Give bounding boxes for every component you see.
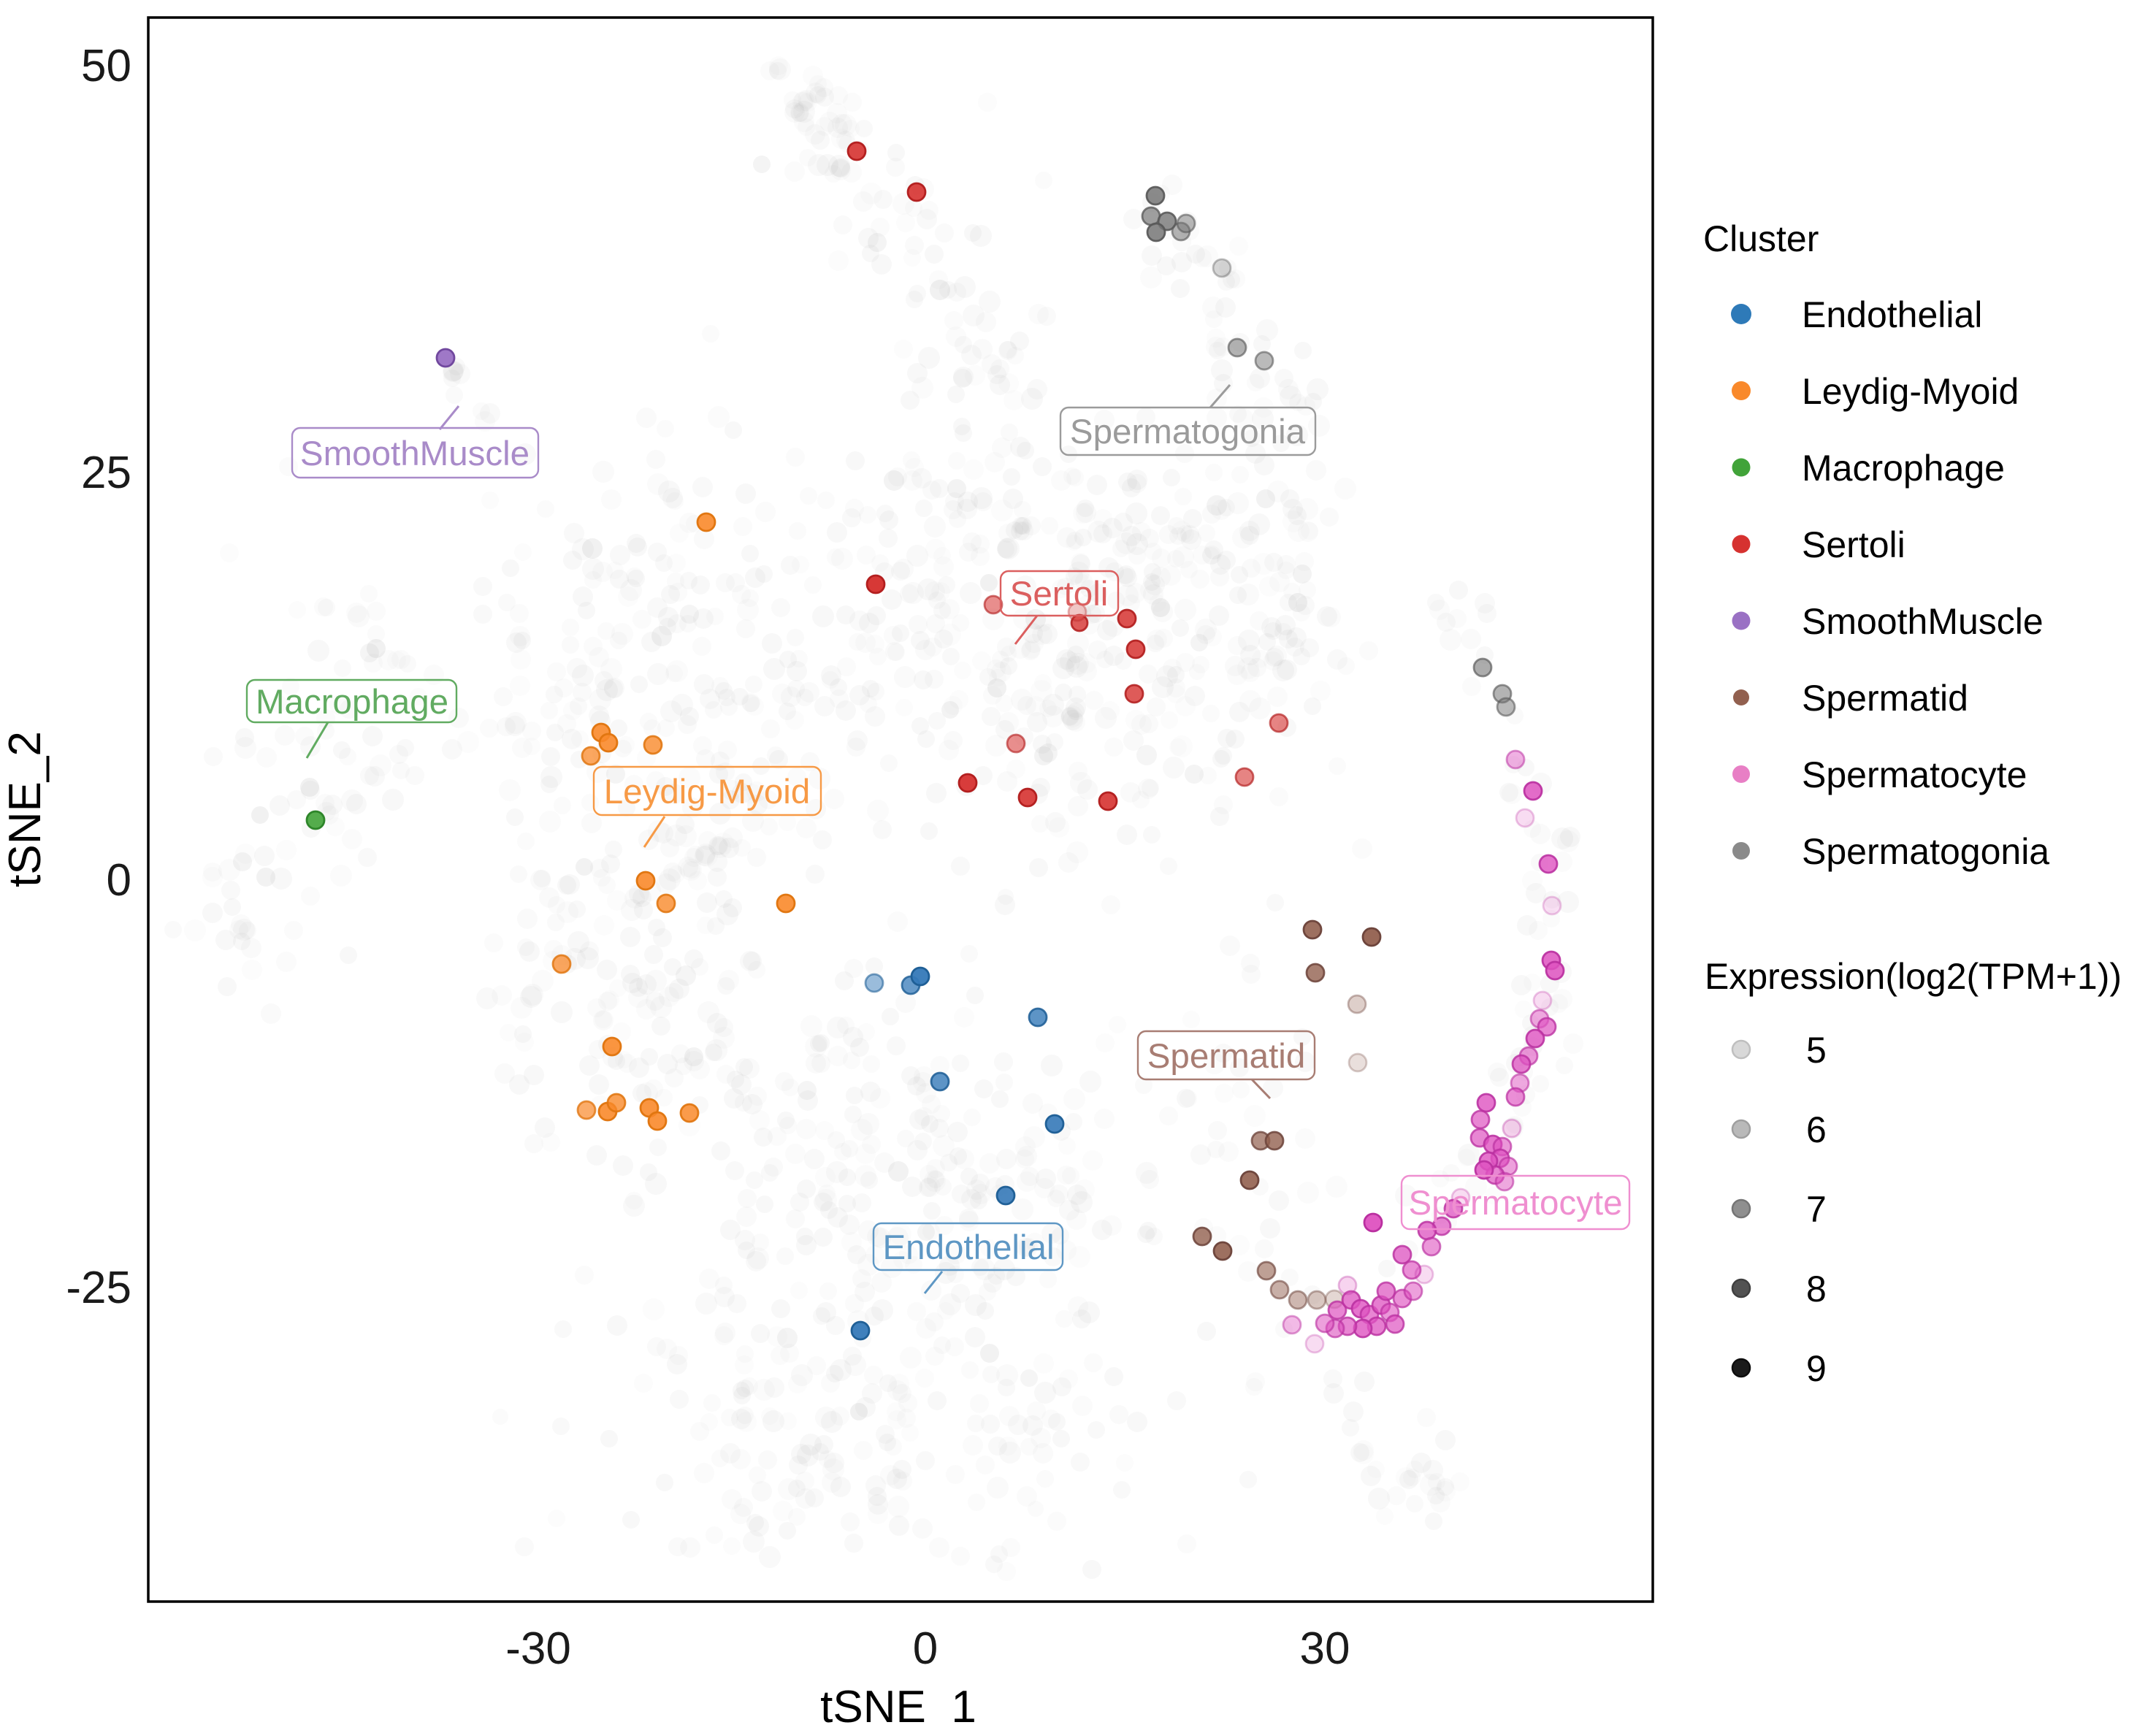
svg-text:Endothelial: Endothelial [1802,294,1982,335]
svg-text:SmoothMuscle: SmoothMuscle [1802,601,2044,642]
svg-text:0: 0 [107,855,131,906]
svg-text:Spermatid: Spermatid [1802,678,1968,719]
svg-text:Leydig-Myoid: Leydig-Myoid [1802,371,2019,412]
svg-text:Endothelial: Endothelial [882,1228,1054,1267]
svg-text:5: 5 [1806,1030,1827,1071]
svg-text:7: 7 [1806,1189,1827,1230]
svg-text:Sertoli: Sertoli [1802,524,1905,565]
svg-text:Expression(log2(TPM+1)): Expression(log2(TPM+1)) [1705,956,2122,997]
svg-text:Macrophage: Macrophage [256,683,448,722]
svg-text:Macrophage: Macrophage [1802,448,2005,489]
svg-text:Sertoli: Sertoli [1010,575,1109,613]
svg-text:tSNE_2: tSNE_2 [0,731,50,887]
svg-text:SmoothMuscle: SmoothMuscle [300,435,530,473]
svg-text:Spermatocyte: Spermatocyte [1408,1184,1622,1223]
svg-text:tSNE 1: tSNE 1 [820,1682,976,1725]
svg-text:Spermatogonia: Spermatogonia [1070,413,1306,451]
svg-text:Cluster: Cluster [1703,218,1819,259]
svg-text:-30: -30 [505,1623,571,1674]
svg-text:50: 50 [81,41,131,91]
svg-text:Spermatid: Spermatid [1147,1037,1306,1076]
svg-text:9: 9 [1806,1348,1827,1389]
svg-text:0: 0 [913,1623,938,1674]
svg-text:6: 6 [1806,1109,1827,1150]
svg-text:25: 25 [81,448,131,498]
svg-text:8: 8 [1806,1269,1827,1309]
svg-text:Spermatocyte: Spermatocyte [1802,754,2027,795]
svg-text:Spermatogonia: Spermatogonia [1802,831,2049,872]
svg-text:30: 30 [1300,1623,1350,1674]
svg-text:Leydig-Myoid: Leydig-Myoid [604,773,811,811]
svg-text:-25: -25 [66,1263,131,1313]
